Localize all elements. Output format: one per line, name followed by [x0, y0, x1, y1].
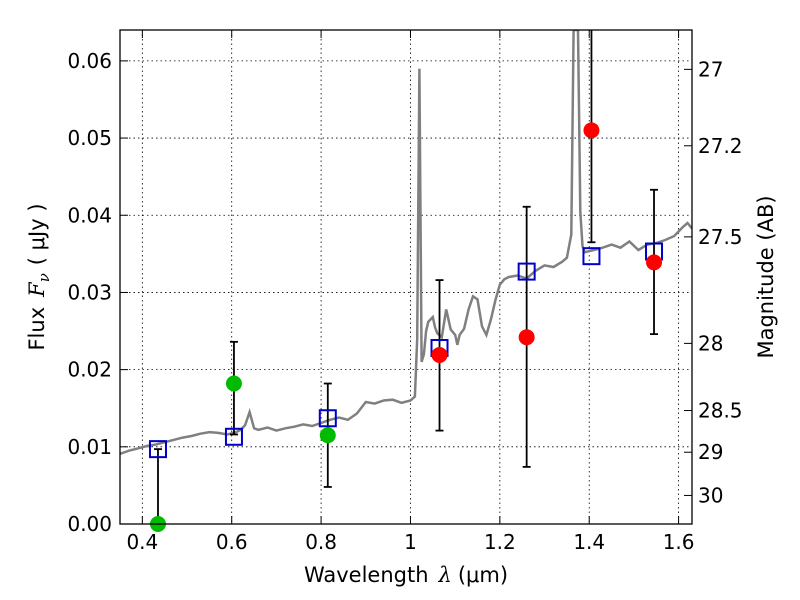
x-tick-label: 0.4 — [126, 530, 158, 554]
y-tick-label: 0.04 — [67, 203, 112, 227]
y-tick-label: 0.00 — [67, 512, 112, 536]
right-tick-label: 27.2 — [698, 134, 743, 158]
y-tick-label: 0.06 — [67, 49, 112, 73]
right-tick-label: 28.5 — [698, 399, 743, 423]
data-markers — [148, 122, 664, 532]
y-axis-label: FluxFν( μJy ) — [25, 203, 53, 350]
right-tick-label: 27.5 — [698, 225, 743, 249]
model-spectrum — [120, 30, 692, 455]
observed-point — [225, 375, 242, 392]
axis-ticks — [120, 30, 692, 525]
observed-point — [518, 329, 535, 346]
x-tick-label: 1.6 — [663, 530, 695, 554]
y-tick-label: 0.05 — [67, 126, 112, 150]
model-band-square — [224, 427, 243, 446]
x-tick-label: 1.4 — [573, 530, 605, 554]
right-tick-label: 30 — [698, 483, 723, 507]
y-tick-label: 0.02 — [67, 358, 112, 382]
x-axis-label: Wavelength λ (μm) — [304, 563, 508, 587]
right-axis-label: Magnitude (AB) — [754, 195, 778, 358]
right-tick-label: 27 — [698, 57, 723, 81]
model-band-square — [582, 247, 601, 266]
model-band-square — [517, 262, 536, 281]
y-tick-label: 0.03 — [67, 280, 112, 304]
x-tick-label: 1 — [404, 530, 417, 554]
model-spectrum-line — [120, 30, 692, 455]
right-tick-label: 29 — [698, 440, 723, 464]
observed-point — [646, 254, 663, 271]
model-band-square — [148, 440, 167, 459]
observed-point — [583, 122, 600, 139]
observed-point — [431, 346, 448, 363]
right-tick-label: 28 — [698, 331, 723, 355]
plot-background — [120, 30, 692, 524]
plot-frame — [119, 29, 693, 525]
x-tick-label: 0.6 — [216, 530, 248, 554]
model-band-square — [318, 409, 337, 428]
observed-point — [319, 427, 336, 444]
y-tick-label: 0.01 — [67, 435, 112, 459]
x-tick-label: 0.8 — [305, 530, 337, 554]
tick-labels: 0.4 0.6 0.8 1 1.2 1.4 1.6 0.00 0.01 0.02 0.03 0.04 0… — [67, 49, 742, 554]
x-tick-label: 1.2 — [484, 530, 516, 554]
